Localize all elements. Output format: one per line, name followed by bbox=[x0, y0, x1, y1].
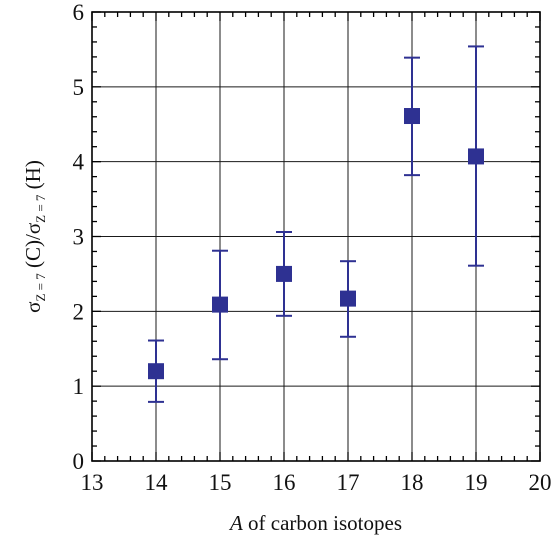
square-marker bbox=[404, 108, 420, 125]
y-tick-label: 0 bbox=[73, 449, 85, 474]
data-point bbox=[148, 339, 164, 403]
x-tick-label: 16 bbox=[273, 470, 296, 495]
grid bbox=[92, 12, 540, 461]
x-axis-label: A of carbon isotopes bbox=[228, 511, 402, 535]
x-tick-labels: 13 14 15 16 17 18 19 20 bbox=[81, 470, 552, 495]
data-point bbox=[212, 249, 228, 361]
data-point bbox=[404, 56, 420, 177]
x-tick-label: 14 bbox=[145, 470, 169, 495]
x-tick-label: 15 bbox=[209, 470, 232, 495]
data-point bbox=[340, 260, 356, 338]
x-tick-label: 18 bbox=[401, 470, 424, 495]
data-point bbox=[468, 45, 484, 267]
data-point bbox=[276, 231, 292, 317]
data-series bbox=[148, 45, 484, 403]
y-tick-label: 6 bbox=[73, 0, 85, 25]
square-marker bbox=[212, 296, 228, 313]
square-marker bbox=[468, 148, 484, 165]
x-tick-label: 17 bbox=[337, 470, 360, 495]
square-marker bbox=[340, 290, 356, 307]
x-tick-label: 13 bbox=[81, 470, 104, 495]
x-tick-label: 19 bbox=[465, 470, 488, 495]
y-tick-label: 3 bbox=[73, 225, 85, 250]
plot-frame bbox=[91, 11, 541, 462]
square-marker bbox=[148, 363, 164, 380]
y-axis-label: σZ = 7 (C)/σZ = 7 (H) bbox=[21, 160, 48, 313]
y-tick-label: 2 bbox=[73, 299, 85, 324]
y-tick-labels: 0 1 2 3 4 5 6 bbox=[73, 0, 85, 474]
square-marker bbox=[276, 265, 292, 282]
y-tick-label: 4 bbox=[73, 150, 85, 175]
y-tick-label: 5 bbox=[73, 75, 85, 100]
y-tick-label: 1 bbox=[73, 374, 85, 399]
x-tick-label: 20 bbox=[529, 470, 552, 495]
